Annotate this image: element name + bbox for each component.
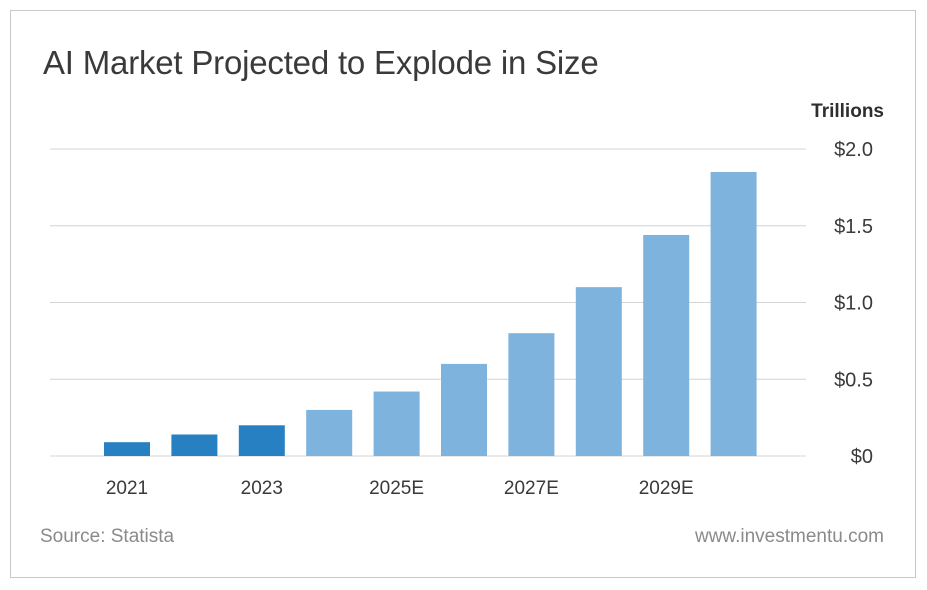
bar-2022 xyxy=(171,434,218,456)
chart-title: AI Market Projected to Explode in Size xyxy=(43,44,599,81)
bar-2027E xyxy=(508,333,555,456)
site-url: www.investmentu.com xyxy=(694,526,884,547)
source-note: Source: Statista xyxy=(40,526,175,547)
x-tick-label: 2027E xyxy=(504,478,559,499)
x-tick-labels: 2021 2023 2025E 2027E 2029E xyxy=(106,478,694,499)
x-tick-label: 2025E xyxy=(369,478,424,499)
bar-2029E xyxy=(643,234,690,456)
bar-2023 xyxy=(238,425,285,456)
x-tick-label: 2029E xyxy=(639,478,694,499)
bars xyxy=(104,172,757,456)
y-tick-label: $0 xyxy=(851,446,873,468)
chart-card xyxy=(10,10,916,578)
x-tick-label: 2023 xyxy=(241,478,283,499)
bar-2028E xyxy=(575,287,622,456)
y-tick-labels: $0 $0.5 $1.0 $1.5 $2.0 xyxy=(834,139,873,468)
bar-2021 xyxy=(104,442,150,456)
bar-2026E xyxy=(441,363,487,456)
x-tick-label: 2021 xyxy=(106,478,148,499)
y-axis-unit-label: Trillions xyxy=(811,101,884,122)
bar-2024E xyxy=(306,409,353,456)
gridlines xyxy=(50,148,806,457)
bar-2030E xyxy=(710,172,757,456)
y-tick-label: $1.0 xyxy=(834,293,873,315)
bar-2025E xyxy=(373,391,420,456)
y-tick-label: $0.5 xyxy=(834,369,873,391)
y-tick-label: $2.0 xyxy=(834,139,873,161)
y-tick-label: $1.5 xyxy=(834,216,873,238)
